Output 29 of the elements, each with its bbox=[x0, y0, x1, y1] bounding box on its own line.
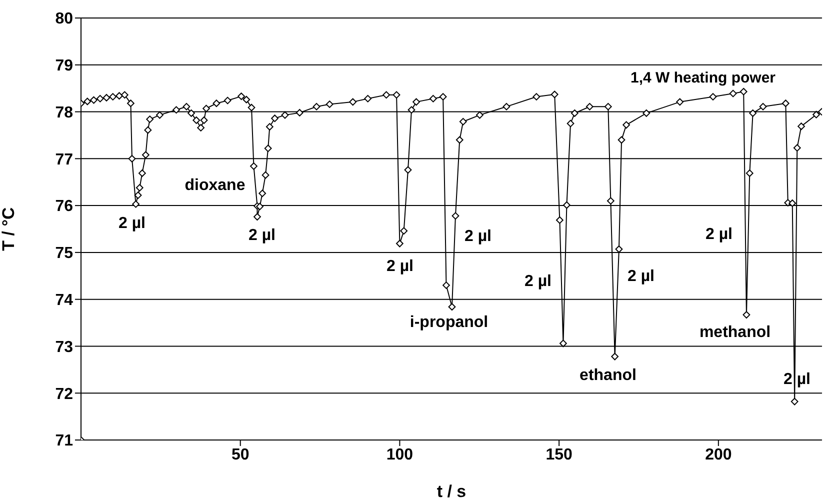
annotation: 2 µl bbox=[524, 273, 552, 290]
y-tick-label: 80 bbox=[55, 10, 74, 28]
y-tick-label: 75 bbox=[55, 245, 74, 262]
y-tick-label: 77 bbox=[55, 151, 74, 168]
x-axis-title: t / s bbox=[436, 482, 466, 499]
annotation: methanol bbox=[699, 324, 771, 341]
annotation: ethanol bbox=[580, 367, 636, 384]
annotation: 2 µl bbox=[627, 268, 655, 285]
x-tick-label: 150 bbox=[546, 446, 573, 464]
y-tick-label: 79 bbox=[55, 58, 74, 75]
y-tick-label: 78 bbox=[55, 104, 74, 122]
y-tick-label: 74 bbox=[55, 292, 74, 310]
annotation: i-propanol bbox=[410, 314, 488, 331]
y-tick-label: 73 bbox=[55, 338, 74, 356]
x-tick-label: 50 bbox=[231, 446, 250, 464]
annotation: 2 µl bbox=[248, 227, 276, 244]
y-tick-label: 76 bbox=[55, 198, 74, 216]
y-tick-label: 71 bbox=[55, 432, 74, 450]
annotation: dioxane bbox=[184, 177, 246, 194]
y-tick-label: 72 bbox=[55, 386, 74, 403]
annotation: 2 µl bbox=[783, 371, 811, 388]
annotation: 2 µl bbox=[705, 226, 733, 243]
y-axis-title: T / °C bbox=[0, 207, 18, 251]
annotation: 2 µl bbox=[386, 258, 414, 275]
x-tick-label: 200 bbox=[705, 446, 732, 464]
x-tick-label: 100 bbox=[386, 446, 414, 464]
annotation: 1,4 W heating power bbox=[630, 70, 776, 86]
annotation: 2 µl bbox=[118, 215, 146, 232]
annotation: 2 µl bbox=[464, 228, 492, 245]
